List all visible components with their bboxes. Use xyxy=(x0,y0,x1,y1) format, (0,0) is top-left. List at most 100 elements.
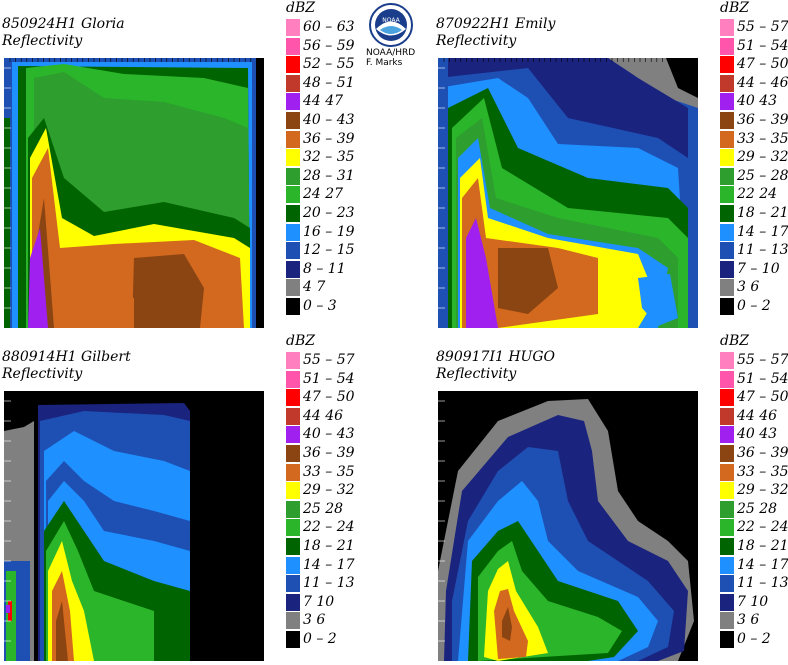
legend-item: 14 – 17 xyxy=(286,556,394,575)
legend-item: 0 – 2 xyxy=(720,630,788,649)
legend-label: 7 10 xyxy=(737,593,769,610)
legend-item: 4 7 xyxy=(286,278,394,297)
legend-swatch xyxy=(286,426,300,444)
legend-swatch xyxy=(286,463,300,481)
legend-label: 4 7 xyxy=(303,279,326,296)
legend-swatch xyxy=(286,612,300,630)
panel-emily: 870922H1 Emily Reflectivity dBZ 55 – 57 … xyxy=(434,0,788,332)
legend-item: 51 – 54 xyxy=(720,370,788,389)
legend-item: 20 – 23 xyxy=(286,204,394,223)
legend-swatch xyxy=(720,297,734,315)
legend-item: 44 46 xyxy=(286,407,394,426)
legend-label: 25 28 xyxy=(303,500,344,517)
legend-item: 8 – 11 xyxy=(286,260,394,279)
legend-label: 12 – 15 xyxy=(303,242,355,259)
legend-item: 29 – 32 xyxy=(720,481,788,500)
legend-label: 36 – 39 xyxy=(303,130,355,147)
legend-item: 7 10 xyxy=(286,593,394,612)
legend-item: 44 46 xyxy=(720,407,788,426)
panel-title: 890917I1 HUGO xyxy=(436,349,555,365)
legend-swatch xyxy=(720,593,734,611)
legend-swatch xyxy=(720,167,734,185)
legend-item: 33 – 35 xyxy=(720,463,788,482)
legend-item: 28 – 31 xyxy=(286,167,394,186)
legend-swatch xyxy=(720,204,734,222)
legend-swatch xyxy=(286,56,300,74)
legend-label: 22 – 24 xyxy=(737,519,788,536)
legend-label: 36 – 39 xyxy=(737,444,788,461)
legend-swatch xyxy=(286,444,300,462)
legend-item: 3 6 xyxy=(720,278,788,297)
legend-swatch xyxy=(286,74,300,92)
legend-swatch xyxy=(720,612,734,630)
legend-label: 3 6 xyxy=(737,612,760,629)
legend-label: 60 – 63 xyxy=(303,19,355,35)
legend-label: 56 – 59 xyxy=(303,37,355,54)
legend-label: 14 – 17 xyxy=(737,556,788,573)
legend-label: 44 46 xyxy=(303,407,344,424)
legend-label: 22 24 xyxy=(737,186,778,203)
legend-item: 25 28 xyxy=(720,500,788,519)
legend-swatch xyxy=(720,444,734,462)
legend-label: 47 – 50 xyxy=(737,56,788,73)
legend-label: 40 – 43 xyxy=(303,426,355,443)
legend-label: 52 – 55 xyxy=(303,56,355,73)
legend-swatch xyxy=(720,242,734,260)
legend-swatch xyxy=(286,242,300,260)
legend-label: 55 – 57 xyxy=(737,19,788,35)
logo-author: F. Marks xyxy=(366,58,403,68)
legend-label: 51 – 54 xyxy=(303,370,355,387)
legend-swatch xyxy=(720,37,734,55)
color-legend: 60 – 63 56 – 59 52 – 55 48 – 51 44 47 40… xyxy=(286,18,394,316)
legend-item: 33 – 35 xyxy=(720,130,788,149)
legend-item: 52 – 55 xyxy=(286,55,394,74)
legend-label: 7 10 xyxy=(303,593,335,610)
legend-item: 18 – 21 xyxy=(286,537,394,556)
legend-swatch xyxy=(286,519,300,537)
legend-label: 40 43 xyxy=(737,426,778,443)
legend-swatch xyxy=(720,519,734,537)
legend-swatch xyxy=(286,575,300,593)
panel-subtitle: Reflectivity xyxy=(2,33,83,49)
reflectivity-plot xyxy=(4,391,264,661)
legend-label: 36 – 39 xyxy=(303,444,355,461)
legend-label: 14 – 17 xyxy=(737,223,788,240)
legend-swatch xyxy=(720,463,734,481)
legend-item: 40 43 xyxy=(720,425,788,444)
legend-item: 29 – 32 xyxy=(286,481,394,500)
legend-swatch xyxy=(720,260,734,278)
legend-swatch xyxy=(286,149,300,167)
color-legend: 55 – 57 51 – 54 47 – 50 44 46 40 – 43 36… xyxy=(286,351,394,649)
legend-label: 16 – 19 xyxy=(303,223,355,240)
legend-swatch xyxy=(720,56,734,74)
legend-label: 0 – 2 xyxy=(303,630,337,647)
legend-item: 44 47 xyxy=(286,92,394,111)
logo-org: NOAA/HRD xyxy=(366,48,416,58)
legend-label: 0 – 3 xyxy=(303,297,337,314)
legend-label: 36 – 39 xyxy=(737,111,788,128)
legend-item: 11 – 13 xyxy=(286,574,394,593)
legend-label: 24 27 xyxy=(303,186,344,203)
legend-label: 0 – 2 xyxy=(737,297,771,314)
legend-item: 0 – 2 xyxy=(720,297,788,316)
legend-item: 3 6 xyxy=(720,611,788,630)
legend-item: 22 – 24 xyxy=(286,518,394,537)
legend-label: 51 – 54 xyxy=(737,370,788,387)
noaa-emblem-icon: NOAA xyxy=(369,3,413,47)
legend-swatch xyxy=(286,297,300,315)
legend-label: 18 – 21 xyxy=(303,537,355,554)
legend-label: 3 6 xyxy=(303,612,326,629)
legend-label: 29 – 32 xyxy=(737,482,788,499)
legend-label: 8 – 11 xyxy=(303,260,346,277)
legend-swatch xyxy=(286,223,300,241)
legend-swatch xyxy=(720,407,734,425)
legend-item: 36 – 39 xyxy=(720,111,788,130)
legend-unit: dBZ xyxy=(286,333,315,349)
panel-hugo: 890917I1 HUGO Reflectivity dBZ 55 – 57 5… xyxy=(434,333,788,665)
legend-label: 18 – 21 xyxy=(737,204,788,221)
legend-swatch xyxy=(286,537,300,555)
legend-item: 0 – 3 xyxy=(286,297,394,316)
panel-title: 870922H1 Emily xyxy=(436,16,556,32)
legend-swatch xyxy=(286,204,300,222)
legend-label: 33 – 35 xyxy=(737,463,788,480)
